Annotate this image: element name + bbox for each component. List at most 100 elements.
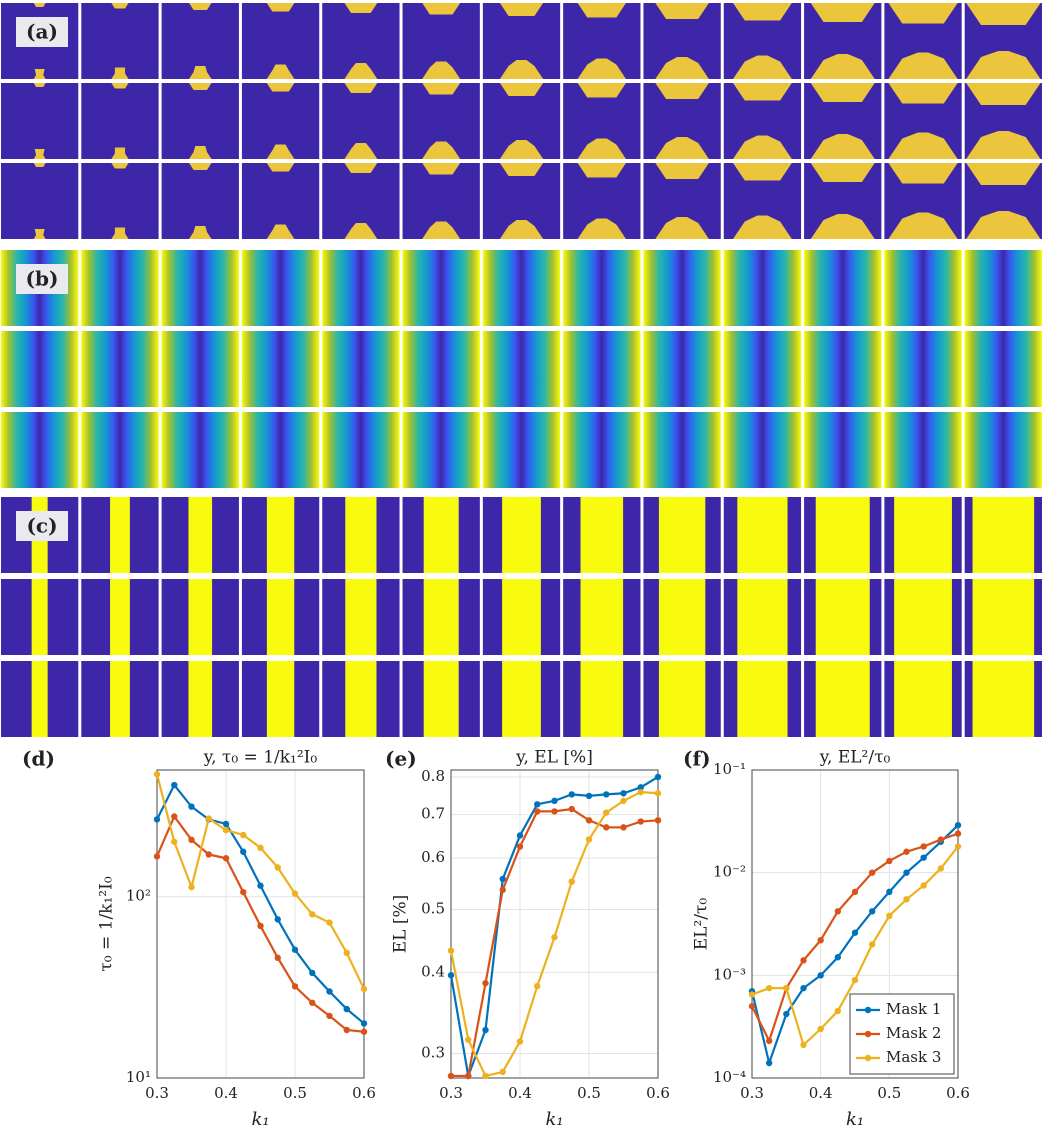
- pattern-shape: [966, 51, 1041, 79]
- y-tick-label: 10²: [126, 887, 151, 905]
- panel-label-box: [16, 17, 68, 47]
- pattern-shape: [655, 83, 709, 99]
- image-cell: [964, 412, 1042, 488]
- x-tick-label: 0.6: [946, 1084, 970, 1102]
- pattern-band: [894, 661, 952, 737]
- data-point: [222, 826, 230, 834]
- data-point: [499, 1068, 506, 1076]
- image-cell: [964, 331, 1042, 407]
- data-point: [534, 801, 541, 808]
- pattern-band: [580, 497, 624, 573]
- pattern-band: [894, 579, 952, 655]
- data-point: [188, 883, 195, 891]
- data-point: [482, 1026, 489, 1034]
- data-point: [447, 947, 455, 954]
- data-point: [516, 1038, 524, 1045]
- data-point: [637, 788, 644, 796]
- legend-marker: [864, 1006, 872, 1014]
- pattern-shape: [888, 83, 958, 104]
- data-point: [171, 838, 178, 845]
- data-point: [834, 954, 842, 961]
- data-point: [637, 784, 644, 791]
- pattern-shape: [33, 163, 46, 167]
- image-cell: [563, 412, 641, 488]
- y-tick-label: 0.4: [421, 962, 445, 980]
- pattern-shape: [577, 218, 627, 239]
- data-point: [240, 831, 247, 839]
- panel-label: (c): [26, 514, 57, 538]
- data-point: [637, 818, 644, 825]
- pattern-shape: [577, 58, 627, 79]
- data-point: [534, 808, 541, 815]
- data-point: [748, 1003, 756, 1010]
- pattern-shape: [189, 3, 212, 10]
- pattern-band: [972, 579, 1035, 655]
- data-point: [765, 984, 773, 992]
- chart: 0.3 0.4 0.5 0.6 10¹ 10² y, τ₀ = 1/k₁²I₀ (d) k₁ τ₀…: [22, 747, 376, 1131]
- pattern-shape: [111, 83, 129, 89]
- pattern-shape: [111, 163, 129, 169]
- data-point: [834, 1007, 842, 1015]
- pattern-shape: [422, 141, 461, 159]
- pattern-shape: [655, 57, 709, 79]
- panel-label: (f): [683, 747, 711, 771]
- pattern-band: [110, 661, 130, 737]
- pattern-shape: [655, 3, 709, 19]
- data-point: [954, 821, 962, 829]
- image-cell: [241, 331, 320, 407]
- y-tick-label: 0.5: [421, 899, 445, 917]
- pattern-shape: [189, 226, 212, 239]
- x-axis-label: k₁: [545, 1109, 563, 1130]
- data-point: [343, 949, 350, 957]
- data-point: [800, 957, 807, 964]
- data-point: [817, 972, 824, 979]
- y-tick-label: 0.7: [421, 805, 445, 823]
- pattern-shape: [733, 3, 792, 21]
- pattern-band: [423, 497, 459, 573]
- data-point: [783, 984, 790, 992]
- data-point: [886, 888, 893, 896]
- data-point: [499, 875, 506, 883]
- pattern-shape: [810, 163, 875, 182]
- pattern-band: [266, 579, 295, 655]
- pattern-shape: [655, 163, 709, 179]
- data-point: [568, 805, 575, 813]
- pattern-band: [658, 497, 706, 573]
- pattern-band: [188, 579, 213, 655]
- chart-title: y, EL²/τ₀: [819, 748, 891, 768]
- pattern-shape: [344, 223, 378, 239]
- data-point: [240, 888, 247, 896]
- image-cell: [402, 412, 480, 488]
- pattern-band: [815, 579, 870, 655]
- data-point: [585, 836, 593, 843]
- x-tick-label: 0.6: [352, 1084, 376, 1102]
- pattern-shape: [966, 211, 1041, 239]
- data-point: [920, 854, 927, 861]
- data-point: [465, 1036, 472, 1043]
- data-point: [654, 773, 662, 781]
- data-point: [326, 1012, 333, 1020]
- data-point: [257, 882, 264, 889]
- pattern-shape: [344, 83, 378, 93]
- pattern-shape: [733, 135, 792, 159]
- data-point: [603, 791, 610, 798]
- y-tick-label: 10⁻³: [713, 965, 746, 983]
- data-point: [465, 1072, 472, 1080]
- pattern-band: [266, 497, 295, 573]
- data-point: [800, 984, 807, 992]
- image-cell: [241, 412, 320, 488]
- image-cell: [643, 412, 721, 488]
- data-point: [205, 851, 212, 858]
- data-point: [309, 911, 316, 918]
- y-axis-label: EL²/τ₀: [692, 898, 712, 951]
- pattern-shape: [810, 83, 875, 102]
- data-point: [851, 888, 859, 896]
- data-point: [274, 954, 281, 962]
- data-point: [499, 886, 506, 894]
- data-point: [274, 916, 281, 923]
- pattern-band: [972, 497, 1035, 573]
- data-point: [171, 813, 178, 820]
- pattern-shape: [499, 83, 544, 96]
- y-tick-label: 10⁻⁴: [713, 1068, 746, 1086]
